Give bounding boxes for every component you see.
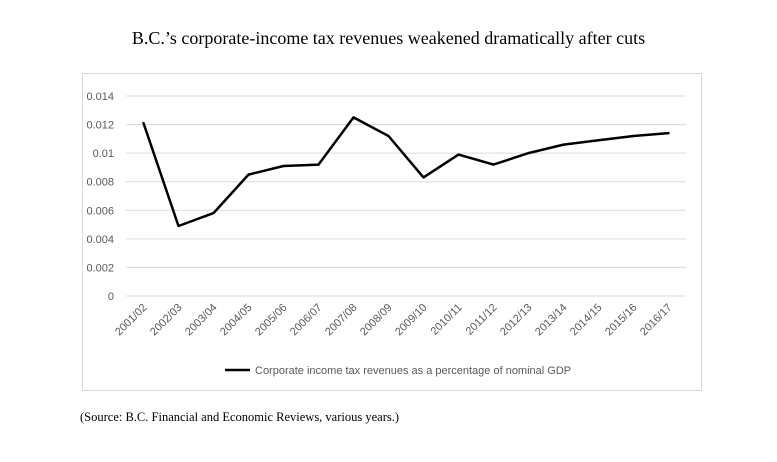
chart-title: B.C.’s corporate-income tax revenues wea… — [131, 28, 646, 48]
x-tick-label: 2012/13 — [498, 302, 535, 339]
line-chart: 0.014 0.012 0.01 0.008 0.006 0.004 0.002 0 2001… — [86, 91, 686, 377]
y-tick-label: 0.01 — [93, 148, 114, 160]
y-tick-label: 0.012 — [86, 120, 114, 132]
x-tick-label: 2013/14 — [533, 302, 570, 339]
x-tick-label: 2001/02 — [113, 302, 150, 339]
x-tick-label: 2004/05 — [218, 302, 255, 339]
x-tick-label: 2002/03 — [148, 302, 185, 339]
y-tick-label: 0 — [108, 291, 114, 303]
legend: Corporate income tax revenues as a perce… — [225, 365, 571, 377]
series-line — [142, 116, 670, 228]
x-tick-label: 2015/16 — [603, 302, 640, 339]
x-tick-label: 2014/15 — [568, 302, 605, 339]
x-tick-label: 2009/10 — [393, 302, 430, 339]
y-tick-label: 0.008 — [86, 177, 114, 189]
gridlines — [126, 95, 686, 297]
x-axis-ticks: 2001/022002/032003/042004/052005/062006/… — [113, 302, 675, 339]
x-tick-label: 2003/04 — [183, 302, 220, 339]
source-note: (Source: B.C. Financial and Economic Rev… — [80, 410, 400, 424]
x-tick-label: 2006/07 — [288, 302, 325, 339]
x-tick-label: 2016/17 — [638, 302, 675, 339]
x-tick-label: 2008/09 — [358, 302, 395, 339]
y-axis-ticks: 0.014 0.012 0.01 0.008 0.006 0.004 0.002 0 — [86, 91, 114, 303]
legend-label: Corporate income tax revenues as a perce… — [255, 365, 571, 377]
y-tick-label: 0.004 — [86, 234, 114, 246]
series-layer — [142, 116, 670, 228]
y-tick-label: 0.014 — [86, 91, 114, 103]
x-tick-label: 2005/06 — [253, 302, 290, 339]
y-tick-label: 0.006 — [86, 205, 114, 217]
x-tick-label: 2010/11 — [429, 302, 465, 338]
x-tick-label: 2007/08 — [323, 302, 360, 339]
y-tick-label: 0.002 — [86, 262, 114, 274]
chart-area — [82, 73, 702, 391]
x-tick-label: 2011/12 — [464, 302, 500, 338]
